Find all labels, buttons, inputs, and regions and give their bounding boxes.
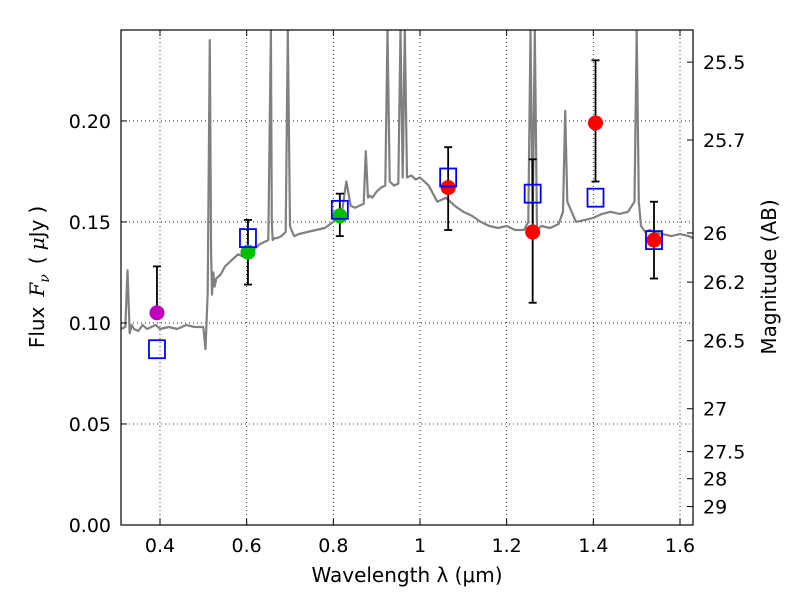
x-tick-label: 1.2: [492, 535, 522, 557]
model-spectrum-line: [121, 30, 693, 351]
x-tick-label: 1: [414, 535, 426, 557]
magnitude-tick-label: 29: [703, 497, 727, 519]
tick-layer: 0.4 0.6 0.8 1 1.2 1.4 1.6 0.00 0.05 0.10 0.15 0.20 2…: [69, 30, 745, 557]
magnitude-tick-label: 28: [703, 469, 727, 491]
observed-point: [646, 232, 662, 248]
magnitude-tick-label: 27: [703, 399, 727, 421]
y-axis-right-label: Magnitude (AB): [757, 199, 781, 354]
observed-point: [525, 224, 541, 240]
model-photometry-square: [330, 199, 349, 220]
y-axis-label-open: (: [25, 256, 49, 264]
model-photometry-square: [439, 167, 458, 188]
model-photometry-square: [586, 187, 605, 208]
observed-point: [440, 180, 456, 196]
x-axis-label: Wavelength λ (μm): [311, 563, 502, 587]
x-tick-label: 1.6: [665, 535, 695, 557]
observed-point: [149, 305, 165, 321]
model-photometry-square: [523, 183, 542, 204]
y-axis-label: Flux Fν ( μJy): [25, 206, 53, 348]
x-tick-label: 0.6: [232, 535, 262, 557]
y-tick-label: 0.00: [69, 515, 111, 537]
magnitude-tick-label: 26: [703, 223, 727, 245]
y-axis-label-prefix: Flux: [25, 306, 49, 348]
y-axis-label-symbol: F: [25, 282, 49, 298]
x-tick-label: 0.8: [318, 535, 348, 557]
y-axis-label-unit: Jy: [25, 219, 49, 239]
y-tick-label: 0.05: [69, 414, 111, 436]
magnitude-tick-label: 26.5: [703, 331, 745, 353]
magnitude-tick-label: 25.7: [703, 130, 745, 152]
observed-point: [588, 115, 603, 131]
observed-point: [240, 244, 256, 260]
model-photometry-square: [148, 339, 166, 360]
y-tick-label: 0.10: [69, 313, 111, 335]
observed-point: [332, 208, 348, 224]
y-axis-label-mu: μ: [25, 237, 49, 250]
y-tick-label: 0.15: [69, 212, 111, 234]
magnitude-tick-label: 26.2: [703, 272, 745, 294]
magnitude-tick-label: 27.5: [703, 442, 745, 464]
magnitude-tick-label: 25.5: [703, 52, 745, 74]
model-photometry-square: [645, 230, 663, 251]
x-tick-label: 1.4: [578, 535, 608, 557]
y-axis-label-subscript: ν: [37, 274, 53, 283]
y-axis-label-close: ): [25, 206, 49, 214]
x-tick-label: 0.4: [145, 535, 175, 557]
plot-frame: [120, 29, 694, 526]
spectrum-layer: [121, 30, 693, 351]
model-photometry-square: [239, 228, 257, 249]
y-tick-label: 0.20: [69, 111, 111, 133]
square-layer: [148, 167, 663, 360]
